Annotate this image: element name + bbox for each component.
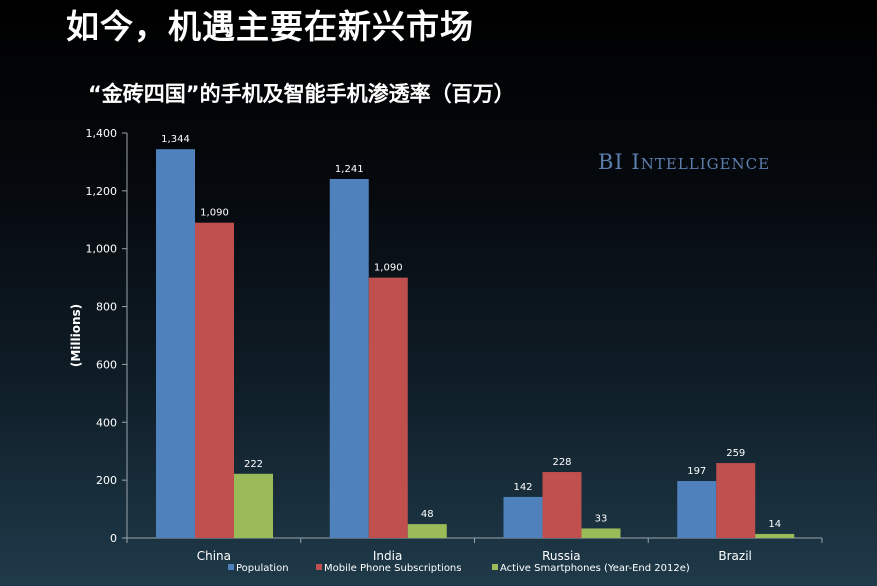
data-label: 1,241 (335, 164, 364, 175)
bar-population (329, 178, 369, 538)
y-tick-label: 200 (96, 474, 117, 487)
legend-label: Active Smartphones (Year-End 2012e) (500, 563, 690, 574)
legend-label: Population (236, 563, 289, 574)
legend-label: Mobile Phone Subscriptions (324, 563, 461, 574)
legend-swatch (492, 564, 498, 570)
bar-population (156, 149, 195, 538)
x-tick-label: China (197, 549, 231, 563)
y-axis-label: (Millions) (69, 304, 83, 367)
bar-mobile-phone-subscriptions (716, 463, 756, 538)
bar-active-smartphones-year-end-2012e (755, 533, 795, 538)
data-label: 1,344 (161, 134, 190, 145)
y-tick-label: 600 (96, 358, 117, 371)
y-tick-label: 800 (96, 301, 117, 314)
legend-swatch (316, 564, 322, 570)
bar-population (503, 496, 543, 538)
y-tick-label: 400 (96, 416, 117, 429)
bar-active-smartphones-year-end-2012e (581, 528, 621, 538)
data-label: 228 (552, 457, 571, 468)
bar-mobile-phone-subscriptions (195, 222, 234, 538)
data-label: 222 (244, 459, 263, 470)
x-tick-label: India (373, 549, 402, 563)
bi-intelligence-watermark: BI Intelligence (598, 150, 771, 174)
legend-swatch (228, 564, 234, 570)
data-label: 14 (768, 519, 781, 530)
data-label: 1,090 (374, 263, 403, 274)
data-label: 48 (421, 509, 434, 520)
data-label: 33 (595, 513, 608, 524)
bar-population (677, 481, 717, 538)
chart-title: “金砖四国”的手机及智能手机渗透率（百万） (88, 82, 515, 106)
y-tick-label: 0 (110, 532, 117, 545)
data-label: 259 (726, 448, 745, 459)
y-tick-label: 1,400 (86, 127, 118, 140)
x-tick-label: Russia (542, 549, 581, 563)
x-tick-label: Brazil (718, 549, 752, 563)
y-tick-label: 1,200 (86, 185, 118, 198)
bar-mobile-phone-subscriptions (368, 277, 408, 538)
data-label: 197 (687, 466, 706, 477)
y-tick-label: 1,000 (86, 243, 118, 256)
bar-mobile-phone-subscriptions (542, 472, 582, 538)
data-label: 1,090 (200, 208, 229, 219)
slide-title: 如今，机遇主要在新兴市场 (66, 7, 474, 46)
bar-active-smartphones-year-end-2012e (407, 524, 447, 538)
data-label: 142 (513, 482, 532, 493)
bar-active-smartphones-year-end-2012e (234, 473, 273, 538)
